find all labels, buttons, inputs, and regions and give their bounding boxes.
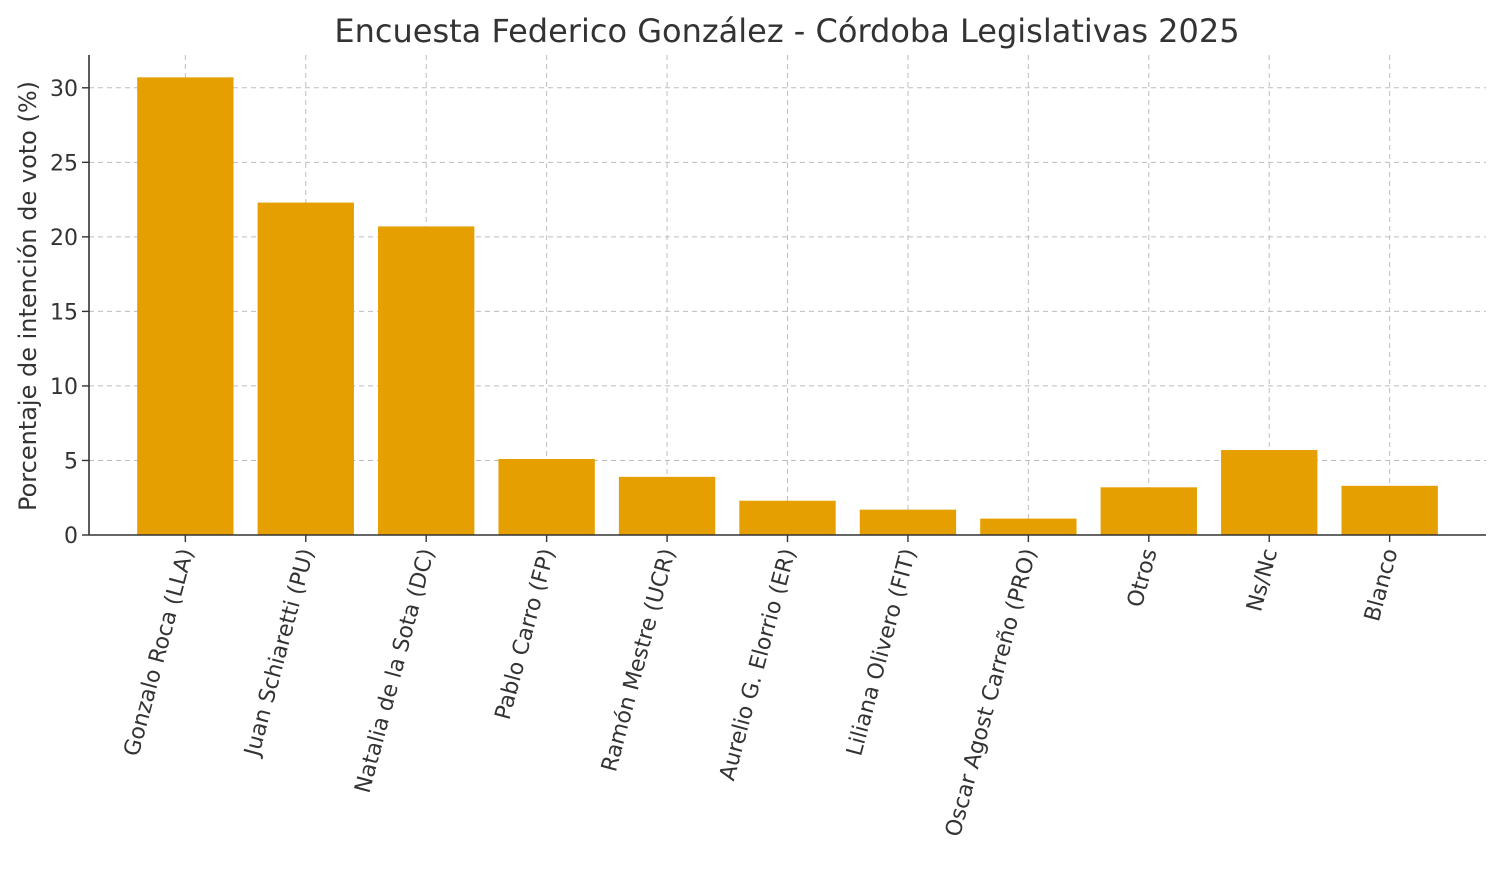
bar [1100, 487, 1197, 535]
x-tick-label: Pablo Carro (FP) [491, 546, 561, 722]
y-tick-label: 25 [50, 151, 78, 176]
bar [980, 518, 1077, 535]
bar [1221, 450, 1318, 535]
y-tick-label: 30 [50, 77, 78, 102]
y-tick-label: 5 [64, 449, 78, 474]
x-tick-label: Liliana Olivero (FIT) [842, 546, 921, 759]
bar [498, 458, 595, 535]
bar [618, 476, 716, 535]
bar [739, 500, 836, 535]
y-tick-label: 0 [64, 524, 78, 549]
bar [378, 226, 475, 535]
x-tick-label: Otros [1123, 546, 1163, 610]
y-tick-label: 20 [50, 226, 78, 251]
x-tick-label: Aurelio G. Elorrio (ER) [715, 546, 801, 783]
bar [257, 202, 354, 535]
y-tick-label: 10 [50, 375, 78, 400]
chart-title: Encuesta Federico González - Córdoba Leg… [334, 12, 1239, 50]
y-ticks: 0 5 10 15 20 25 30 [50, 77, 89, 549]
x-tick-label: Ramón Mestre (UCR) [597, 546, 681, 774]
bar [859, 509, 957, 535]
x-tick-label: Natalia de la Sota (DC) [351, 546, 440, 796]
y-axis-label: Porcentaje de intención de voto (%) [14, 81, 42, 511]
x-tick-label: Oscar Agost Carreño (PRO) [941, 546, 1042, 839]
bars [137, 77, 1438, 536]
x-tick-label: Ns/Nc [1242, 546, 1283, 614]
x-tick-label: Juan Schiaretti (PU) [240, 546, 320, 761]
y-tick-label: 15 [50, 300, 78, 325]
x-ticks: Gonzalo Roca (LLA) Juan Schiaretti (PU) Na… [120, 535, 1403, 839]
bar [137, 77, 234, 536]
x-tick-label: Gonzalo Roca (LLA) [120, 546, 199, 759]
bar [1341, 485, 1438, 535]
x-tick-label: Blanco [1360, 546, 1403, 624]
